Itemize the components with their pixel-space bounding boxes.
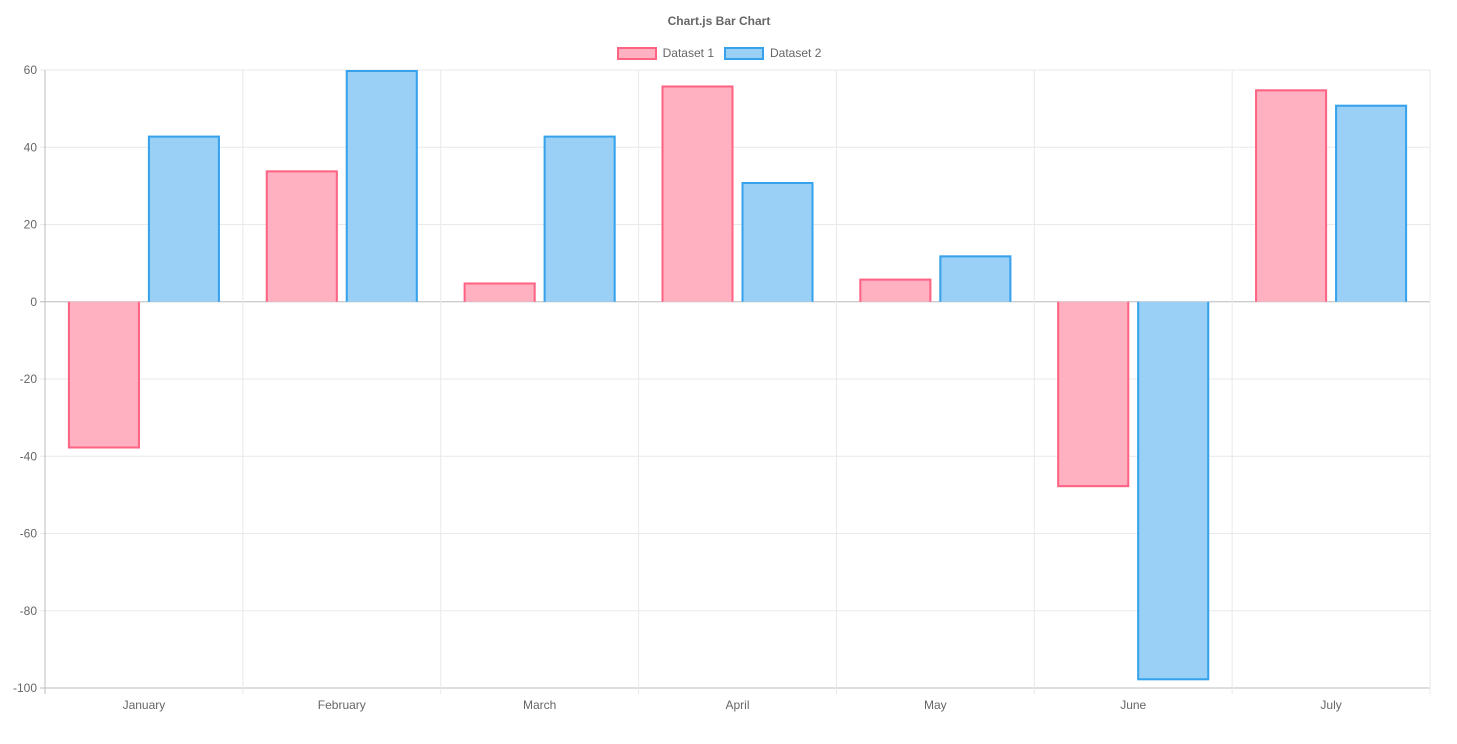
bar-dataset-2-april[interactable] bbox=[741, 182, 814, 302]
x-tick-label-april: April bbox=[725, 698, 749, 712]
y-tick-label: -80 bbox=[20, 604, 38, 618]
x-tick-label-january: January bbox=[123, 698, 166, 712]
bar-border-dataset-1-february bbox=[265, 170, 338, 302]
bar-dataset-1-april[interactable] bbox=[661, 85, 734, 302]
bar-border-dataset-1-april bbox=[661, 85, 734, 302]
bar-border-dataset-2-february bbox=[345, 70, 418, 302]
bar-dataset-2-july[interactable] bbox=[1335, 104, 1408, 302]
bar-dataset-1-february[interactable] bbox=[265, 170, 338, 302]
legend-label-dataset-1: Dataset 1 bbox=[662, 46, 714, 60]
bar-dataset-1-july[interactable] bbox=[1255, 89, 1328, 302]
legend-label-dataset-2: Dataset 2 bbox=[770, 46, 822, 60]
y-tick-label: 40 bbox=[24, 140, 38, 154]
y-tick-label: 60 bbox=[24, 63, 38, 77]
bar-border-dataset-1-june bbox=[1057, 301, 1130, 488]
bar-border-dataset-1-january bbox=[67, 301, 140, 449]
chart-title: Chart.js Bar Chart bbox=[667, 14, 771, 28]
y-tick-label: -100 bbox=[13, 681, 37, 695]
bar-dataset-1-may[interactable] bbox=[859, 278, 932, 302]
bar-border-dataset-1-march bbox=[463, 282, 536, 302]
bar-border-dataset-2-june bbox=[1137, 301, 1210, 681]
legend-item-dataset-1[interactable]: Dataset 1 bbox=[616, 46, 714, 60]
bar-dataset-2-may[interactable] bbox=[939, 255, 1012, 302]
bar-dataset-2-january[interactable] bbox=[147, 135, 220, 302]
y-tick-label: 20 bbox=[24, 218, 38, 232]
y-tick-label: -40 bbox=[20, 449, 38, 463]
legend-swatch-dataset-1 bbox=[616, 47, 657, 60]
x-tick-label-may: May bbox=[924, 698, 947, 712]
bar-border-dataset-2-january bbox=[147, 135, 220, 302]
bar-dataset-2-june[interactable] bbox=[1137, 301, 1210, 681]
bar-dataset-2-february[interactable] bbox=[345, 70, 418, 302]
bar-border-dataset-1-may bbox=[859, 278, 932, 302]
bar-border-dataset-2-july bbox=[1335, 104, 1408, 302]
bar-dataset-1-january[interactable] bbox=[67, 301, 140, 449]
y-tick-label: 0 bbox=[30, 295, 37, 309]
legend-item-dataset-2[interactable]: Dataset 2 bbox=[724, 47, 821, 60]
legend-swatch-dataset-2 bbox=[724, 47, 764, 60]
bar-border-dataset-1-july bbox=[1255, 89, 1328, 302]
y-tick-label: -60 bbox=[20, 527, 38, 541]
x-tick-label-february: February bbox=[318, 698, 366, 712]
bar-border-dataset-2-april bbox=[741, 182, 814, 302]
bar-dataset-1-march[interactable] bbox=[463, 282, 536, 302]
x-tick-label-july: July bbox=[1320, 698, 1341, 712]
bar-border-dataset-2-march bbox=[543, 135, 616, 302]
chart-legend: Dataset 1 Dataset 2 bbox=[0, 47, 1438, 60]
x-tick-label-march: March bbox=[523, 698, 556, 712]
bar-dataset-2-march[interactable] bbox=[543, 135, 616, 302]
bar-border-dataset-2-may bbox=[939, 255, 1012, 302]
bar-dataset-1-june[interactable] bbox=[1057, 301, 1130, 488]
x-tick-label-june: June bbox=[1120, 698, 1146, 712]
y-tick-label: -20 bbox=[20, 372, 38, 386]
